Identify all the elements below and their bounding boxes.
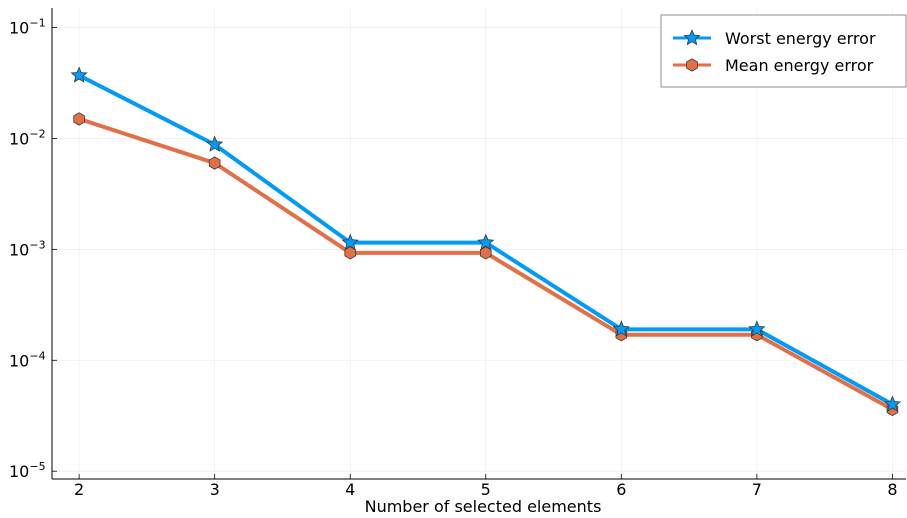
x-tick-label: 4 — [345, 480, 355, 499]
data-point-worst — [883, 395, 902, 412]
series-markers — [70, 66, 902, 417]
data-point-mean — [73, 112, 85, 126]
data-point-mean — [208, 156, 221, 170]
x-tick-label: 5 — [481, 480, 491, 499]
data-point-worst — [748, 320, 766, 337]
data-point-worst — [70, 66, 88, 83]
x-tick-label: 8 — [887, 480, 897, 499]
legend-label: Mean energy error — [725, 56, 874, 75]
y-tick-label: 10−4 — [9, 349, 46, 370]
x-tick-label: 3 — [210, 480, 220, 499]
legend: Worst energy error Mean energy error — [660, 14, 907, 88]
y-tick-label: 10−2 — [9, 127, 46, 148]
data-point-worst — [206, 135, 224, 152]
data-point-worst — [341, 233, 359, 250]
x-tick-label: 6 — [616, 480, 626, 499]
axes — [51, 8, 906, 480]
x-tick-label: 7 — [752, 480, 762, 499]
tick-labels: 2 3 4 5 6 7 8 10−5 10−4 10−3 10−2 10−1 — [9, 17, 898, 499]
y-tick-label: 10−1 — [9, 17, 46, 38]
x-tick-label: 2 — [74, 480, 84, 499]
legend-marker — [683, 28, 701, 46]
data-point-mean — [344, 246, 356, 260]
y-tick-label: 10−5 — [9, 460, 46, 481]
data-point-worst — [477, 233, 495, 250]
data-point-mean — [480, 246, 492, 260]
legend-box — [660, 14, 907, 88]
y-tick-label: 10−3 — [9, 238, 46, 259]
legend-label: Worst energy error — [725, 29, 876, 48]
x-axis-label: Number of selected elements — [365, 497, 602, 516]
legend-marker — [686, 58, 698, 72]
data-point-worst — [612, 320, 630, 337]
